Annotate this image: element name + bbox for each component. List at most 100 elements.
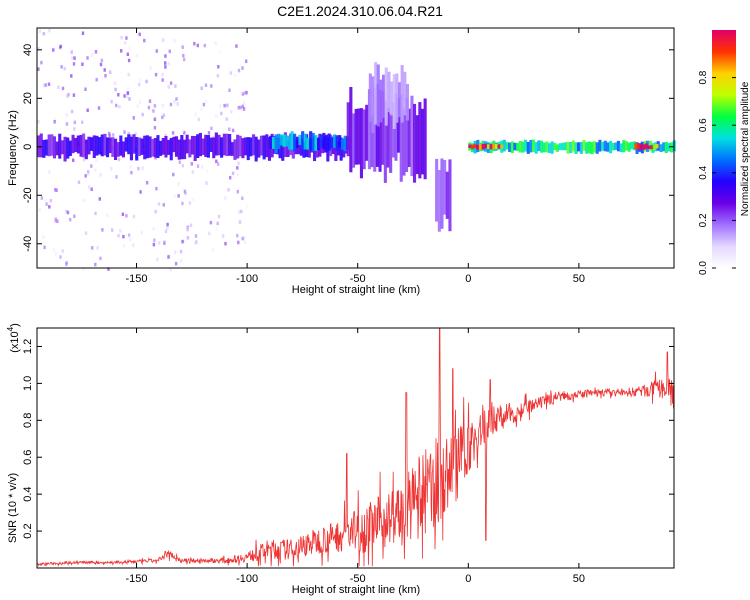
spectrogram-cell: [198, 132, 202, 157]
spectrogram-cell: [279, 134, 283, 146]
spectrogram-speckle: [87, 185, 91, 189]
spectrogram-cell: [119, 135, 123, 156]
spectrogram-cell: [259, 135, 263, 156]
spectrogram-speckle: [87, 170, 90, 174]
spectrogram-cell: [394, 93, 398, 161]
spectrogram-speckle: [235, 44, 238, 48]
spectrogram-speckle: [189, 223, 193, 228]
spectrogram-speckle: [153, 126, 157, 130]
spectrogram-speckle: [149, 66, 152, 70]
spectrogram-cell: [415, 115, 419, 175]
spectrogram-cell: [389, 113, 393, 173]
spectrogram-speckle: [117, 93, 120, 97]
spectrogram-speckle: [240, 209, 243, 214]
spectrogram-cell: [271, 137, 275, 149]
spectrogram-cell: [652, 144, 656, 151]
spectrogram-cell: [129, 136, 133, 161]
spectrogram-speckle: [90, 187, 93, 191]
spectrogram-cell: [204, 134, 208, 157]
spectrogram-cell: [63, 136, 67, 162]
spectrogram-cell: [518, 141, 522, 153]
spectrogram-speckle: [94, 168, 97, 172]
spectrogram-speckle: [127, 131, 130, 136]
spectrogram-speckle: [203, 43, 206, 48]
spectrogram-speckle: [233, 73, 237, 78]
spectrogram-speckle: [91, 246, 94, 250]
spectrogram-speckle: [161, 115, 164, 120]
spectrogram-speckle: [72, 93, 76, 97]
spectrogram-cell: [74, 137, 78, 152]
spectrogram-cell: [670, 142, 674, 153]
spectrogram-speckle: [181, 45, 184, 49]
spectrogram-cells: [37, 28, 676, 272]
spectrogram-speckle: [236, 166, 239, 170]
spectrogram-frame: [36, 27, 675, 269]
snr-frame: [36, 327, 675, 569]
spectrogram-cell: [667, 143, 671, 152]
spectrogram-cell: [87, 136, 91, 155]
spectrogram-cell: [566, 141, 570, 154]
spectrogram-speckle: [141, 112, 144, 117]
spectrogram-cell: [281, 136, 285, 161]
spectrogram-y-tick-label: 40: [22, 44, 34, 56]
spectrogram-cell: [201, 138, 205, 155]
spectrogram-speckle: [183, 130, 186, 135]
spectrogram-speckle: [154, 72, 158, 77]
spectrogram-speckle: [120, 35, 123, 40]
spectrogram-cell: [354, 108, 358, 165]
spectrogram-speckle: [173, 152, 176, 156]
spectrogram-speckle: [167, 85, 170, 89]
spectrogram-cell: [209, 137, 213, 152]
spectrogram-speckle: [99, 173, 102, 177]
spectrogram-x-tick-label: 50: [573, 273, 585, 285]
spectrogram-speckle: [169, 267, 172, 272]
spectrogram-speckle: [42, 32, 45, 36]
spectrogram-cell: [563, 142, 567, 151]
spectrogram-cell: [217, 134, 221, 156]
spectrogram-cell: [314, 135, 318, 151]
spectrogram-speckle: [218, 51, 221, 55]
spectrogram-speckle: [214, 41, 217, 45]
spectrogram-cell: [193, 136, 197, 161]
spectrogram-cell: [95, 135, 99, 156]
spectrogram-speckle: [71, 56, 74, 60]
spectrogram-region-1: [181, 41, 249, 252]
spectrogram-speckle: [138, 78, 142, 82]
spectrogram-speckle: [112, 133, 115, 137]
spectrogram-cell: [571, 140, 575, 152]
spectrogram-cell: [601, 142, 605, 151]
spectrogram-cell: [614, 142, 618, 150]
spectrogram-cell: [603, 140, 607, 152]
spectrogram-cell: [378, 90, 382, 172]
spectrogram-cell: [106, 137, 110, 158]
spectrogram-cell: [400, 65, 404, 123]
spectrogram-cell: [114, 138, 118, 160]
spectrogram-speckle: [110, 99, 113, 104]
spectrogram-cell: [66, 137, 70, 159]
spectrogram-cell: [510, 141, 514, 153]
spectrogram-panel: -150 -100 -50 0 50 40 20 0 -20 -40 Height of str…: [7, 27, 676, 296]
spectrogram-speckle: [216, 73, 220, 78]
spectrogram-speckle: [114, 87, 117, 92]
spectrogram-cell: [619, 143, 623, 153]
spectrogram-cell: [362, 109, 366, 170]
spectrogram-speckle: [231, 171, 235, 176]
spectrogram-speckle: [163, 240, 166, 244]
spectrogram-speckle: [94, 211, 97, 216]
spectrogram-cell: [349, 87, 353, 173]
spectrogram-speckle: [128, 97, 131, 101]
spectrogram-cell: [387, 71, 391, 112]
spectrogram-speckle: [221, 234, 225, 238]
spectrogram-speckle: [211, 248, 215, 252]
spectrogram-cell: [47, 134, 51, 157]
spectrogram-speckle: [241, 236, 244, 241]
snr-plot-area: [37, 328, 674, 567]
snr-multiplier-text: (x10: [9, 331, 21, 352]
spectrogram-cell: [373, 87, 377, 172]
spectrogram-speckle: [120, 49, 123, 53]
spectrogram-speckle: [48, 205, 51, 209]
spectrogram-speckle: [237, 105, 240, 110]
spectrogram-speckle: [54, 252, 57, 256]
spectrogram-speckle: [229, 176, 232, 180]
spectrogram-speckle: [53, 120, 56, 124]
